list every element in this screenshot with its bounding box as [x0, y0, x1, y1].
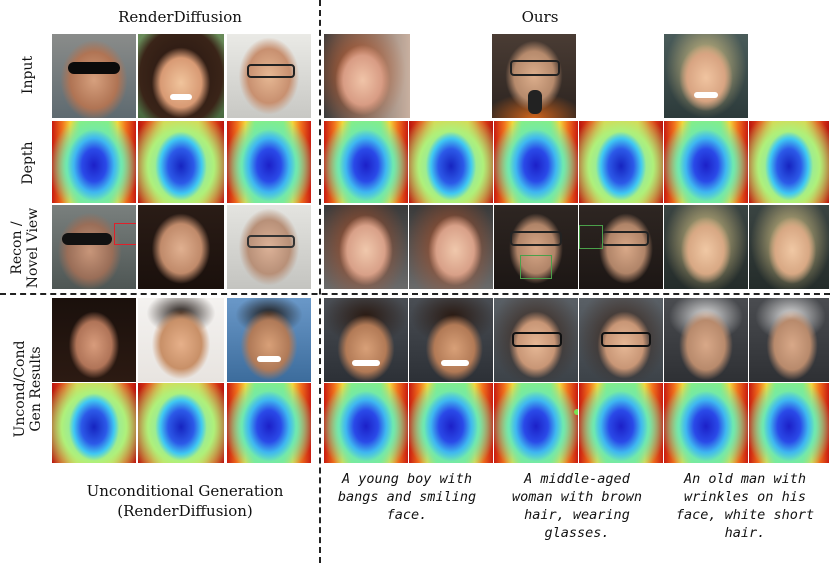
row-label-recon-line1: Recon /	[9, 221, 25, 275]
caption-3-line3: face, white short	[675, 507, 815, 523]
row-label-depth: Depth	[20, 141, 36, 185]
ours-depth-3b	[749, 121, 829, 203]
ours-depth-1b	[409, 121, 493, 203]
rd-input-face-2	[138, 34, 224, 118]
rd-gen-face-3	[227, 298, 311, 382]
caption-1-line3: face.	[386, 507, 428, 523]
row-label-recon: Recon / Novel View	[9, 203, 41, 293]
ours-depth-1a	[324, 121, 408, 203]
row-label-gen-line2: Gen Results	[28, 346, 44, 432]
ours-gen-depth-2b	[579, 383, 663, 463]
ours-recon-2a	[494, 205, 578, 289]
ours-recon-green-highlight-b	[579, 225, 603, 249]
caption-2-line2: woman with brown	[511, 489, 643, 505]
rd-gen-depth-1	[52, 383, 136, 463]
caption-1-line2: bangs and smiling	[337, 489, 477, 505]
row-label-input: Input	[20, 55, 36, 95]
rd-recon-1	[52, 205, 136, 289]
ours-input-face-2	[492, 34, 576, 118]
ours-gen-depth-3a	[664, 383, 748, 463]
rd-recon-2	[138, 205, 224, 289]
ours-depth-2b	[579, 121, 663, 203]
renderdiffusion-header: RenderDiffusion	[118, 8, 242, 26]
rd-input-face-3	[227, 34, 311, 118]
ours-gen-2b	[579, 298, 663, 382]
ours-recon-3b	[749, 205, 829, 289]
ours-gen-1b	[409, 298, 493, 382]
rd-depth-1	[52, 121, 136, 203]
caption-3-line1: An old man with	[684, 471, 806, 487]
bottom-left-line1: Unconditional Generation	[86, 482, 284, 500]
caption-middle-aged-woman: A middle-aged woman with brown hair, wea…	[492, 470, 662, 542]
ours-input-face-3	[664, 34, 748, 118]
rd-gen-depth-2	[138, 383, 224, 463]
caption-1-line1: A young boy with	[341, 471, 473, 487]
ours-gen-depth-3b	[749, 383, 829, 463]
unconditional-generation-caption: Unconditional Generation (RenderDiffusio…	[60, 481, 310, 521]
horizontal-dashed-divider	[0, 293, 830, 295]
ours-gen-depth-2a	[494, 383, 578, 463]
ours-depth-3a	[664, 121, 748, 203]
caption-2-line4: glasses.	[544, 525, 610, 541]
caption-2-line3: hair, wearing	[524, 507, 630, 523]
row-label-recon-line2: Novel View	[25, 207, 41, 289]
rd-recon-3	[227, 205, 311, 289]
caption-young-boy: A young boy with bangs and smiling face.	[322, 470, 492, 524]
caption-3-line4: hair.	[724, 525, 766, 541]
row-label-gen: Uncond/Cond Gen Results	[12, 329, 44, 449]
ours-input-face-1	[324, 34, 410, 118]
ours-gen-3b	[749, 298, 829, 382]
vertical-dashed-divider	[319, 0, 321, 563]
rd-gen-depth-3	[227, 383, 311, 463]
ours-gen-2a	[494, 298, 578, 382]
caption-old-man: An old man with wrinkles on his face, wh…	[662, 470, 828, 542]
ours-recon-1b	[409, 205, 493, 289]
rd-depth-2	[138, 121, 224, 203]
ours-recon-3a	[664, 205, 748, 289]
ours-recon-1a	[324, 205, 408, 289]
rd-gen-face-2	[138, 298, 224, 382]
ours-recon-green-highlight-a	[520, 255, 552, 279]
ours-gen-depth-1b	[409, 383, 493, 463]
rd-recon-red-highlight	[114, 223, 136, 245]
ours-gen-1a	[324, 298, 408, 382]
caption-3-line2: wrinkles on his	[684, 489, 806, 505]
bottom-left-line2: (RenderDiffusion)	[117, 502, 253, 520]
ours-gen-3a	[664, 298, 748, 382]
rd-depth-3	[227, 121, 311, 203]
rd-gen-face-1	[52, 298, 136, 382]
ours-gen-depth-1a	[324, 383, 408, 463]
rd-input-face-1	[52, 34, 136, 118]
ours-depth-2a	[494, 121, 578, 203]
row-label-gen-line1: Uncond/Cond	[12, 340, 28, 438]
ours-recon-2b	[579, 205, 663, 289]
caption-2-line1: A middle-aged	[524, 471, 630, 487]
ours-header: Ours	[521, 8, 559, 26]
